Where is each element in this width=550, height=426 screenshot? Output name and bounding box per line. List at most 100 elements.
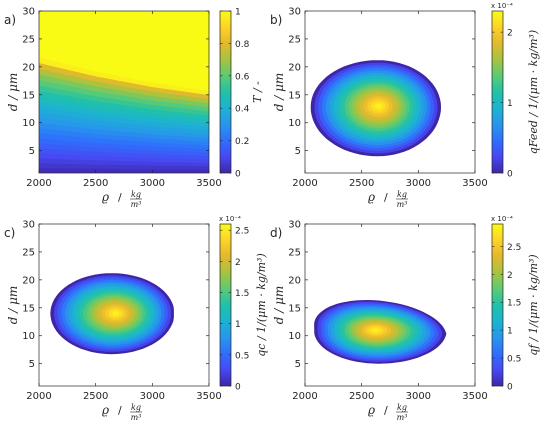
x-tick-label: 3000: [406, 391, 431, 402]
colorbar-label: qf / 1/(μm · kg/m³): [527, 254, 540, 355]
y-tick-label: 25: [22, 34, 35, 45]
x-tick-label: 2000: [26, 391, 51, 402]
colorbar-tick-label: 2: [235, 258, 241, 268]
x-axis-separator: /: [118, 191, 122, 204]
y-axis-label: d / μm: [6, 73, 20, 112]
y-tick-label: 5: [295, 359, 301, 370]
panel-label: d): [270, 226, 282, 240]
panel-label: b): [270, 13, 282, 27]
colorbar-tick-label: 0.5: [507, 355, 521, 365]
y-tick-label: 15: [288, 90, 301, 101]
colorbar-tick-label: 2: [507, 271, 513, 281]
y-tick-label: 5: [29, 146, 35, 157]
x-tick-label: 2000: [26, 178, 51, 189]
colorbar-tick-label: 0.5: [235, 351, 249, 361]
x-axis-unit-denominator: m³: [131, 200, 142, 209]
x-tick-label: 3500: [462, 391, 487, 402]
colorbar-tick-label: 1: [235, 320, 241, 330]
y-tick-label: 25: [288, 34, 301, 45]
colorbar-tick-label: 2: [507, 29, 513, 39]
colorbar: [491, 10, 504, 174]
x-axis-unit-numerator: kg: [131, 190, 141, 199]
y-tick-label: 25: [288, 247, 301, 258]
y-tick-label: 20: [288, 275, 301, 286]
y-axis-label: d / μm: [272, 286, 286, 325]
field-contour-band: [39, 168, 209, 173]
colorbar-tick-label: 0: [507, 383, 513, 393]
x-tick-label: 3500: [196, 178, 221, 189]
y-tick-label: 10: [288, 118, 301, 129]
colorbar: [491, 223, 504, 387]
colorbar: [219, 223, 232, 387]
colorbar-label: qFeed / 1/(μm · kg/m³): [527, 30, 540, 154]
colorbar-tick-label: 0: [507, 170, 513, 180]
colorbar-label: T / -: [251, 81, 264, 103]
x-axis-unit-numerator: kg: [397, 403, 407, 412]
axes-box: [304, 10, 476, 174]
x-axis-separator: /: [384, 404, 388, 417]
colorbar-tick-label: 0.8: [235, 40, 250, 50]
colorbar-tick-label: 0.2: [235, 137, 249, 147]
x-tick-label: 3000: [140, 178, 165, 189]
colorbar-tick-label: 1: [507, 327, 513, 337]
x-axis-separator: /: [384, 191, 388, 204]
x-tick-label: 3500: [196, 391, 221, 402]
colorbar-tick-label: 1.5: [235, 289, 249, 299]
x-axis-unit-numerator: kg: [131, 403, 141, 412]
y-tick-label: 15: [288, 303, 301, 314]
y-tick-label: 30: [288, 220, 301, 231]
y-axis-label-text: d / μm: [6, 73, 20, 112]
colorbar-tick-label: 1: [507, 99, 513, 109]
plot-area: [305, 11, 475, 173]
axes-box: [38, 223, 210, 387]
x-axis-symbol: ϱ: [368, 403, 375, 417]
colorbar-tick-label: 0: [235, 170, 241, 180]
axes-box: [38, 10, 210, 174]
y-tick-label: 30: [288, 7, 301, 18]
colorbar-tick-label: 2.5: [507, 243, 521, 253]
x-axis-symbol: ϱ: [102, 190, 109, 204]
y-tick-label: 5: [29, 359, 35, 370]
x-axis-unit-denominator: m³: [397, 200, 408, 209]
x-axis-unit-numerator: kg: [397, 190, 407, 199]
colorbar-tick-label: 0.6: [235, 72, 250, 82]
panel-label: c): [4, 226, 15, 240]
y-tick-label: 25: [22, 247, 35, 258]
y-tick-label: 20: [22, 62, 35, 73]
colorbar-exponent: x 10⁻⁴: [491, 215, 513, 223]
x-tick-label: 3000: [140, 391, 165, 402]
density-contour-level: [112, 311, 120, 316]
x-tick-label: 2000: [292, 178, 317, 189]
colorbar-exponent: x 10⁻⁴: [219, 215, 241, 223]
y-axis-label: d / μm: [6, 286, 20, 325]
colorbar-tick-label: 0.4: [235, 105, 250, 115]
plot-area: [39, 11, 209, 173]
panel-label: a): [4, 13, 16, 27]
density-contour-level: [374, 103, 383, 109]
density-contour-level: [371, 328, 380, 332]
plot-area: [305, 224, 475, 386]
x-tick-label: 3000: [406, 178, 431, 189]
x-axis-unit-denominator: m³: [397, 413, 408, 422]
x-axis-symbol: ϱ: [102, 403, 109, 417]
y-tick-label: 10: [22, 331, 35, 342]
y-tick-label: 5: [295, 146, 301, 157]
y-axis-label-text: d / μm: [272, 286, 286, 325]
x-tick-label: 2500: [83, 391, 108, 402]
x-tick-label: 2500: [349, 178, 374, 189]
colorbar-tick-label: 1: [235, 8, 241, 18]
y-tick-label: 15: [22, 90, 35, 101]
y-tick-label: 10: [288, 331, 301, 342]
y-axis-label-text: d / μm: [272, 73, 286, 112]
y-tick-label: 30: [22, 7, 35, 18]
colorbar-tick-label: 0: [235, 383, 241, 393]
colorbar-tick-label: 1.5: [507, 299, 521, 309]
